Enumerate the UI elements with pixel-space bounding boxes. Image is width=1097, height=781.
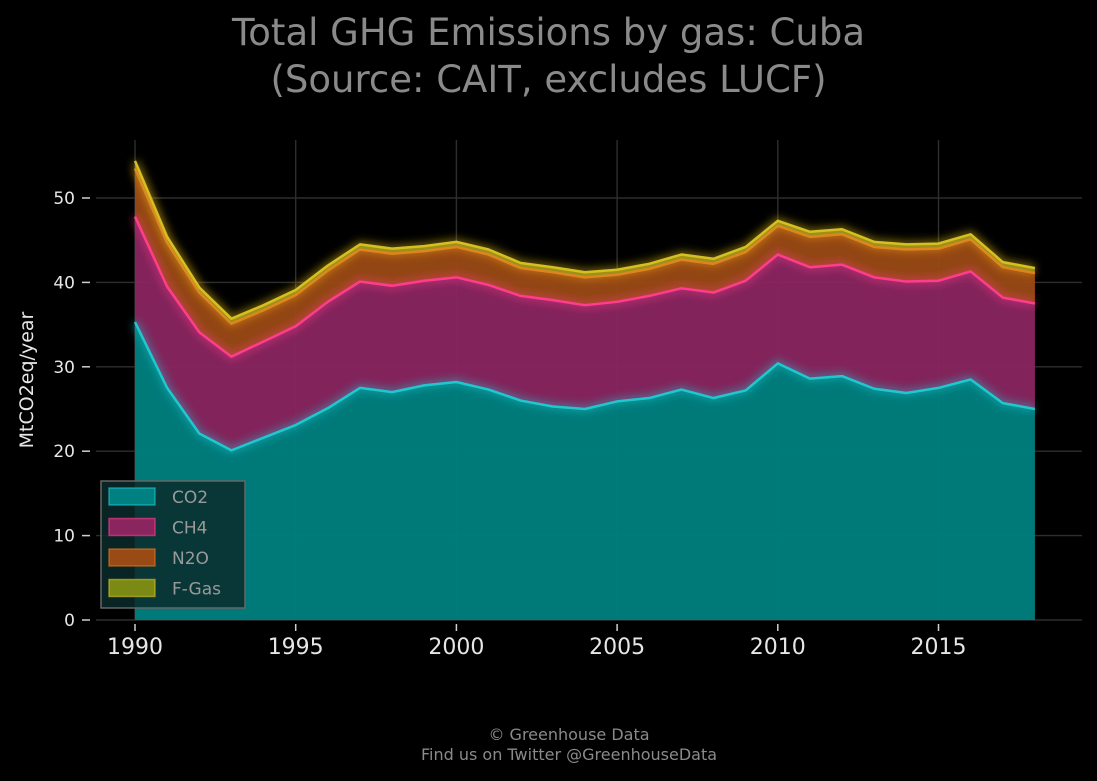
stacked-areas: [135, 160, 1035, 620]
legend-swatch-f-gas: [108, 578, 156, 598]
legend-label-n2o: N2O: [172, 549, 209, 569]
footer-twitter: Find us on Twitter @GreenhouseData: [420, 745, 718, 764]
y-axis: 0 10 20 30 40 50 MtCO2eq/year: [16, 189, 90, 631]
x-tick-label: 2005: [589, 635, 645, 660]
y-tick-label: 20: [53, 442, 75, 462]
area-co2: [135, 322, 1035, 620]
x-tick-label: 2010: [750, 635, 806, 660]
area-ch4: [135, 216, 1035, 451]
legend-label-co2: CO2: [172, 488, 208, 508]
x-tick-label: 2015: [911, 635, 967, 660]
chart-title-line-1: Total GHG Emissions by gas: Cuba: [231, 11, 865, 54]
x-tick-label: 2000: [428, 635, 484, 660]
x-tick-label: 1995: [268, 635, 324, 660]
line-co2: [133, 321, 1036, 452]
y-tick-label: 40: [53, 273, 75, 293]
line-n2o: [133, 167, 1036, 326]
legend-swatch-n2o: [108, 548, 156, 567]
legend: CO2 CH4 N2O F-Gas: [100, 480, 246, 609]
series-lines: [130, 159, 1036, 456]
area-n2o: [135, 168, 1035, 357]
chart-title-line-2: (Source: CAIT, excludes LUCF): [270, 58, 827, 101]
legend-label-f-gas: F-Gas: [172, 580, 221, 600]
y-tick-label: 50: [53, 189, 75, 209]
y-tick-label: 10: [53, 527, 75, 547]
y-axis-label: MtCO2eq/year: [16, 311, 38, 448]
y-tick-label: 0: [64, 611, 75, 631]
footer-copyright: © Greenhouse Data: [488, 725, 650, 744]
line-f-gas: [133, 160, 1036, 320]
x-axis: 1990 1995 2000 2005 2010 2015: [107, 624, 967, 660]
line-ch4: [133, 216, 1036, 358]
y-tick-label: 30: [53, 358, 75, 378]
legend-label-ch4: CH4: [172, 519, 207, 539]
x-tick-label: 1990: [107, 635, 163, 660]
legend-swatch-ch4: [108, 517, 156, 537]
legend-swatch-co2: [108, 487, 156, 506]
